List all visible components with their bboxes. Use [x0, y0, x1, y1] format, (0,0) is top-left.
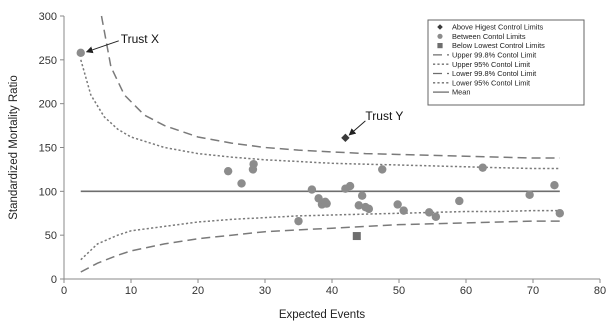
y-axis-title: Standardized Mortality Ratio	[8, 75, 20, 219]
axes: 0 10 20 30 40 50 60 70 80 0 50 100 150 200 250 300 Expec…	[8, 11, 606, 321]
data-point-2-24	[478, 163, 487, 172]
data-point-2-15	[357, 191, 367, 200]
x-tick-label: 70	[527, 285, 539, 297]
x-tick-label: 40	[326, 285, 338, 297]
annotation-trust-x: Trust X	[121, 32, 159, 46]
data-point-2-7	[307, 185, 317, 194]
data-point-2-2	[223, 166, 233, 176]
data-points	[76, 48, 564, 241]
data-point-2-3	[237, 179, 246, 188]
legend-label: Upper 99.8% Contol Limit	[452, 51, 536, 60]
data-point-2-1	[76, 48, 85, 58]
legend-label: Upper 95% Contol Limit	[452, 60, 530, 69]
data-point-2-17	[364, 204, 374, 214]
data-point-2-20	[399, 206, 408, 215]
data-point-2-18	[378, 165, 387, 174]
x-tick-label: 30	[259, 285, 271, 297]
data-point-2-27	[555, 209, 564, 218]
x-tick-label: 80	[594, 285, 606, 297]
data-point-2-6	[294, 216, 303, 226]
data-point-2-19	[393, 200, 402, 209]
control-limit-line-3	[80, 220, 560, 273]
control-limit-line-4	[80, 209, 560, 261]
annotation-arrow-trust-y	[348, 120, 366, 136]
legend-box	[427, 19, 585, 106]
x-tick-label: 60	[460, 285, 472, 297]
y-tick-label: 50	[45, 230, 57, 242]
legend-symbol-square	[437, 43, 443, 49]
data-point-2-8	[314, 194, 323, 203]
data-point-2-25	[525, 190, 534, 200]
legend-label: Between Contol Limits	[452, 32, 526, 41]
data-point-2-26	[550, 180, 559, 190]
legend-symbol-circle	[437, 33, 443, 39]
annotations: Trust X Trust Y	[85, 32, 403, 136]
control-limit-lines	[80, 15, 560, 273]
x-tick-label: 0	[61, 285, 67, 297]
legend-label: Above Higest Control Limits	[452, 23, 543, 32]
legend-label: Mean	[452, 88, 471, 97]
annotation-arrow-trust-x	[85, 40, 119, 54]
annotation-trust-y: Trust Y	[365, 109, 403, 123]
legend-label: Lower 95% Contol Limit	[452, 78, 530, 87]
x-tick-label: 20	[192, 285, 204, 297]
y-tick-label: 150	[39, 143, 57, 155]
data-point-2-21	[424, 208, 434, 217]
y-tick-label: 0	[51, 274, 57, 286]
legend-label: Below Lowest Control Limits	[452, 41, 545, 50]
y-tick-label: 250	[39, 55, 57, 67]
legend-label: Lower 99.8% Contol Limit	[452, 69, 536, 78]
data-point-2-14	[354, 201, 363, 210]
control-limit-line-1	[100, 15, 560, 159]
x-tick-label: 10	[125, 285, 137, 297]
y-tick-label: 100	[39, 186, 57, 198]
data-point-3-1	[352, 232, 361, 241]
data-point-1-1	[341, 133, 350, 143]
legend-symbol-diamond	[437, 24, 443, 30]
data-point-2-22	[431, 212, 441, 221]
y-tick-label: 200	[39, 99, 57, 111]
data-point-2-23	[455, 196, 464, 206]
x-axis-title: Expected Events	[279, 309, 366, 321]
data-point-2-13	[345, 181, 355, 191]
data-point-2-11	[322, 199, 331, 208]
y-tick-label: 300	[39, 11, 57, 23]
data-point-2-5	[249, 159, 258, 169]
x-tick-label: 50	[393, 285, 405, 297]
